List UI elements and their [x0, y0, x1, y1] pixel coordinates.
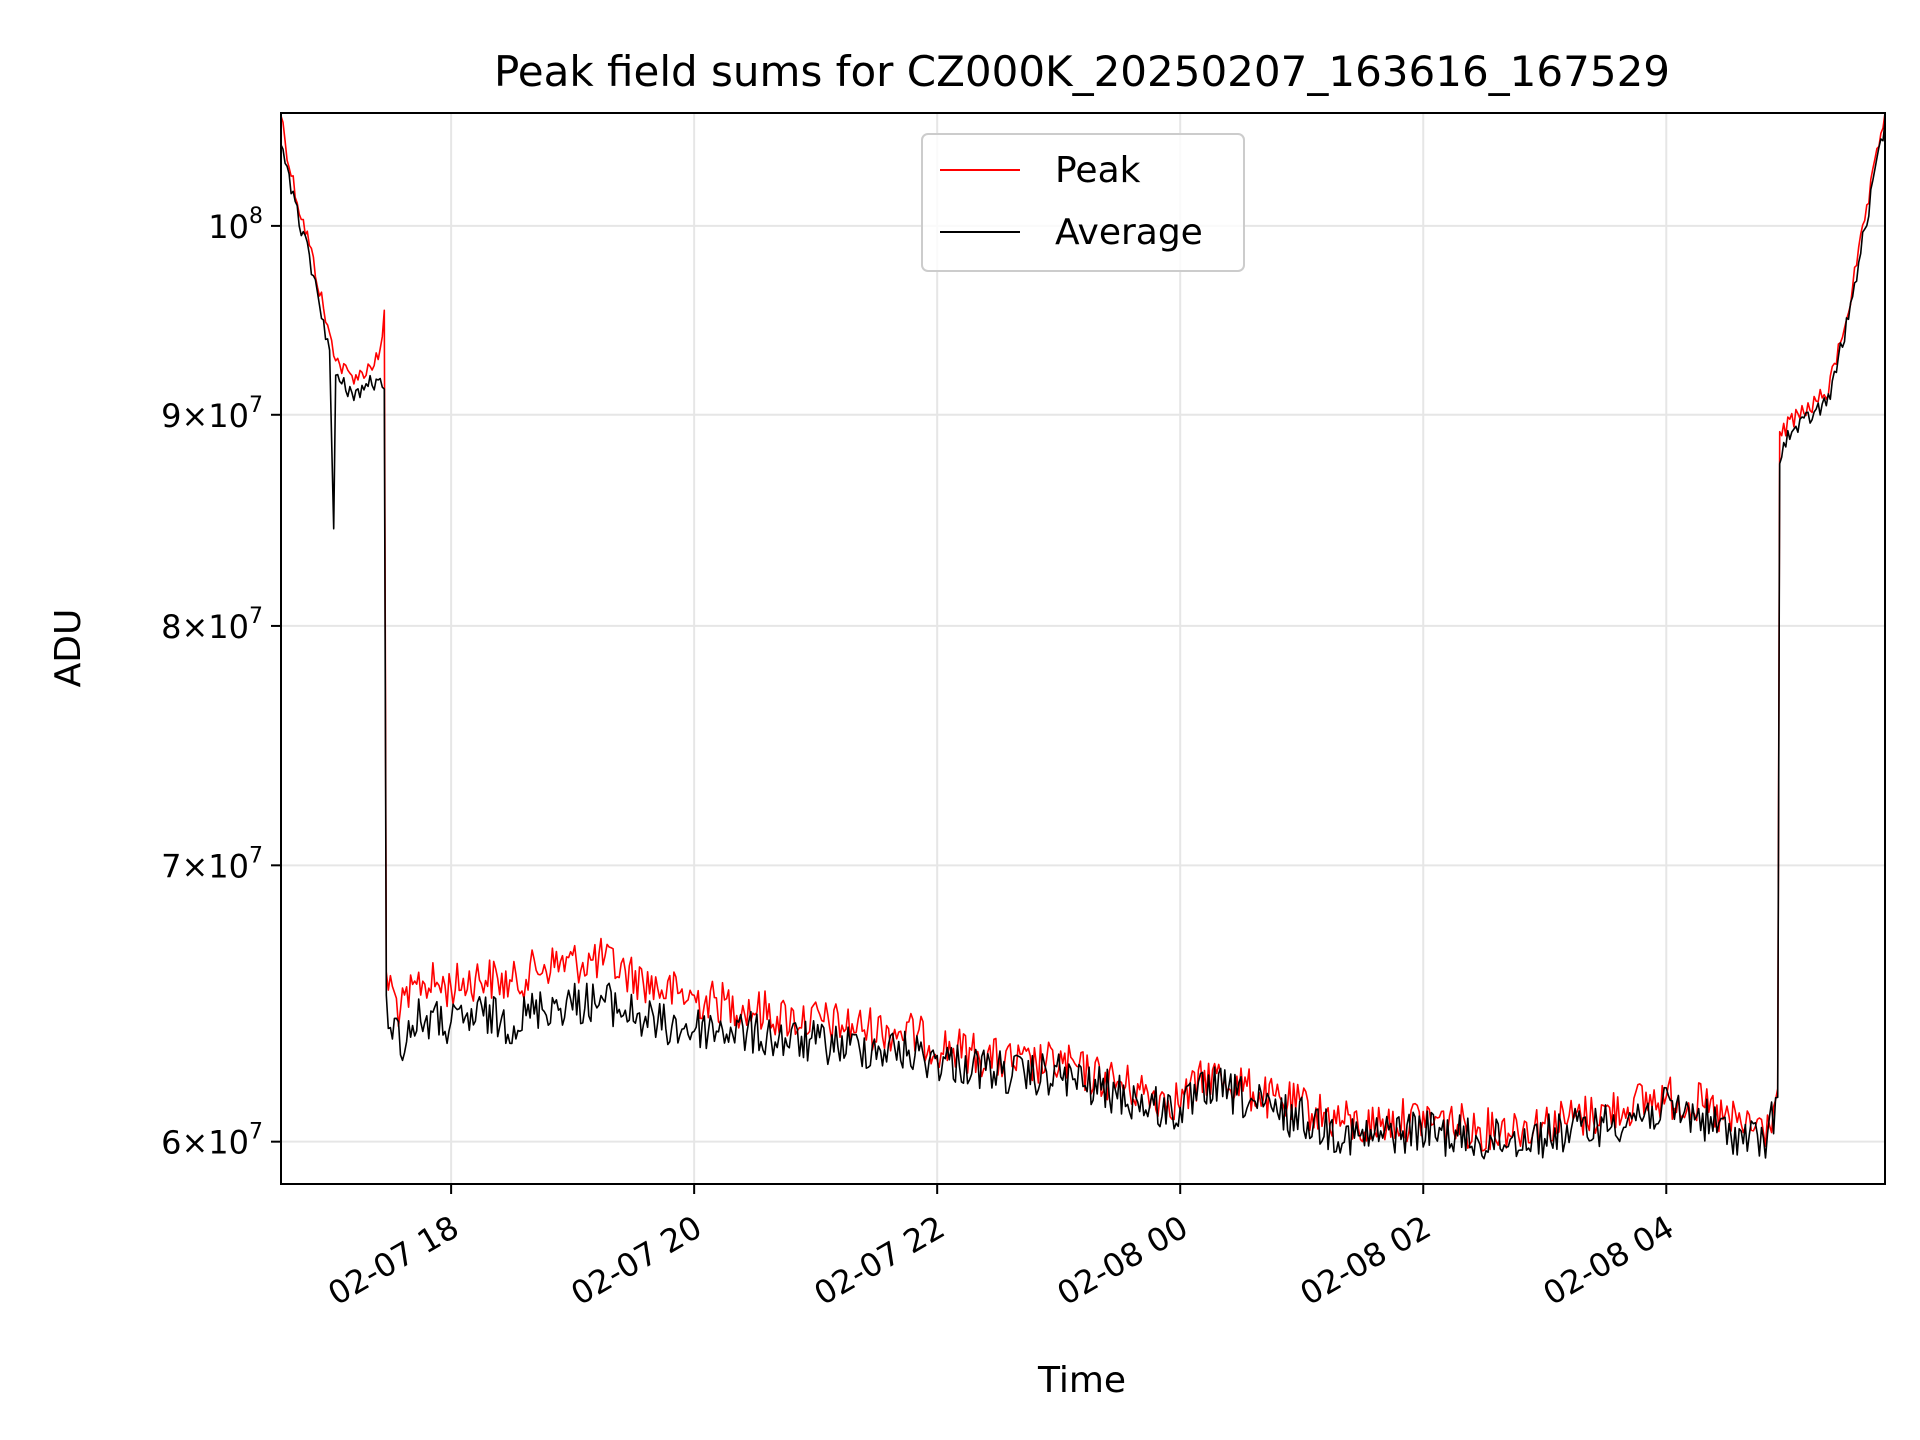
- legend-box: [921, 133, 1245, 272]
- y-tick-label: 6×107: [161, 1120, 263, 1162]
- y-axis-label: ADU: [48, 609, 89, 688]
- legend-label-peak: Peak: [1055, 150, 1141, 191]
- legend: Peak Average: [921, 133, 1245, 272]
- series-layer: [280, 112, 1886, 1160]
- series-line-peak: [280, 112, 1886, 1152]
- x-axis-label: Time: [1037, 1360, 1126, 1401]
- plot-frame: [280, 112, 1886, 1185]
- y-tick-label: 8×107: [161, 604, 263, 646]
- y-tick-label: 108: [208, 204, 263, 246]
- y-axis-ticks: 6×107 7×107 8×107 9×107 108: [161, 204, 281, 1162]
- legend-label-average: Average: [1055, 212, 1203, 253]
- y-tick-label: 9×107: [161, 393, 263, 435]
- y-tick-label: 7×107: [161, 843, 263, 885]
- chart-title: Peak field sums for CZ000K_20250207_1636…: [494, 47, 1670, 96]
- series-line-average: [280, 121, 1886, 1160]
